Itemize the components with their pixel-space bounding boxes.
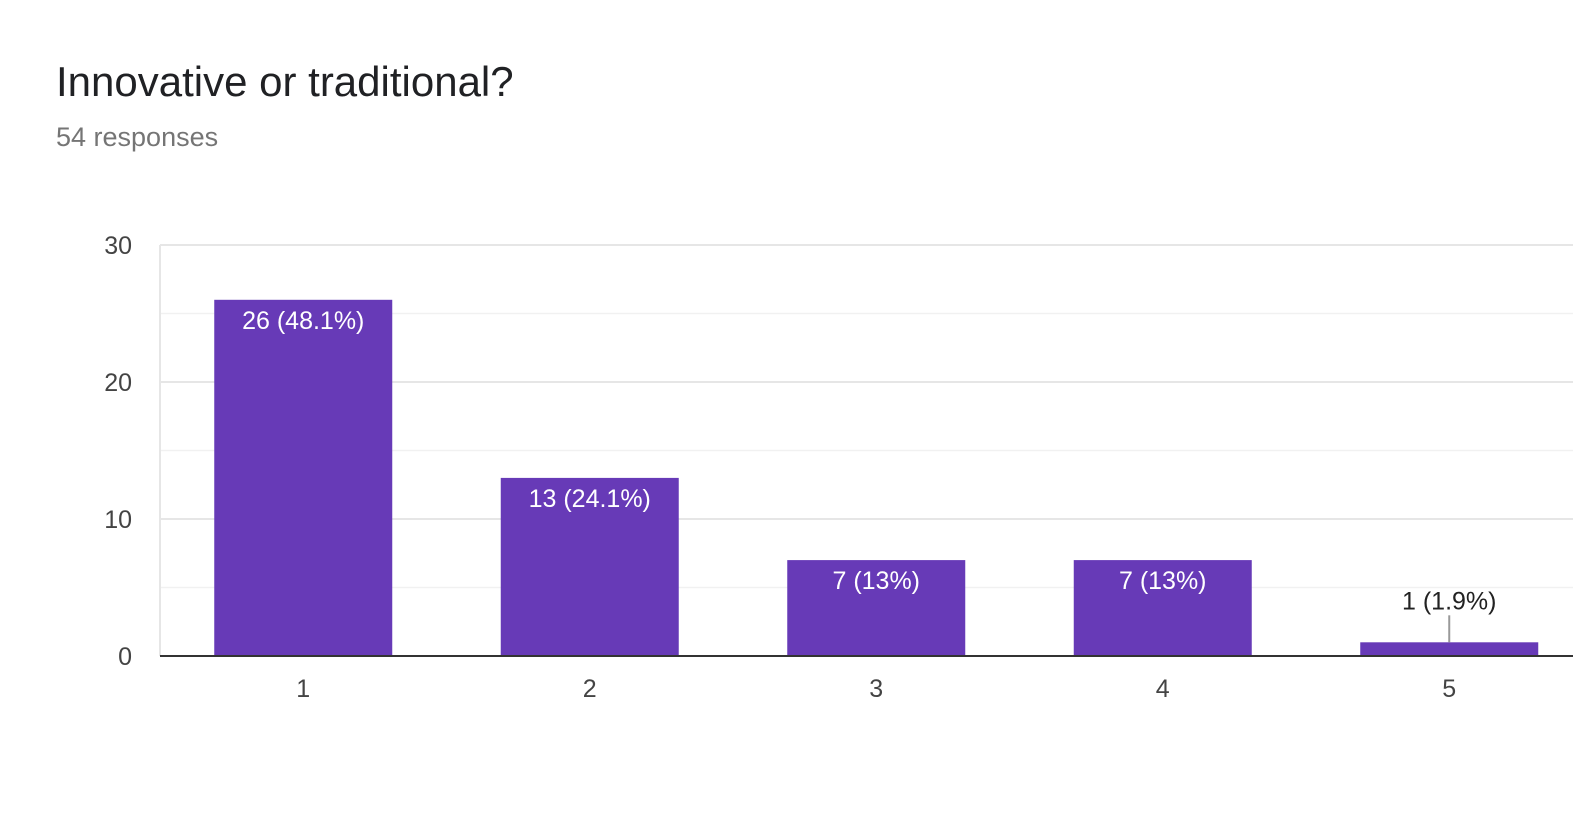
x-tick-label: 4 [1156, 675, 1170, 703]
data-label: 7 (13%) [832, 567, 920, 595]
x-tick-label: 5 [1442, 675, 1456, 703]
x-tick-label: 3 [869, 675, 883, 703]
bar [787, 560, 966, 656]
page-title: Innovative or traditional? [56, 58, 514, 105]
response-count: 54 responses [56, 122, 219, 152]
data-label: 7 (13%) [1119, 567, 1207, 595]
bar [1360, 642, 1539, 656]
bar [214, 299, 393, 656]
bar [500, 477, 679, 656]
x-tick-label: 2 [583, 675, 597, 703]
y-tick-label: 30 [104, 232, 132, 260]
data-label: 1 (1.9%) [1402, 587, 1496, 615]
x-tick-label: 1 [296, 675, 310, 703]
data-label: 26 (48.1%) [242, 307, 364, 335]
y-tick-label: 0 [118, 643, 132, 671]
bar [1073, 560, 1252, 656]
y-tick-label: 20 [104, 369, 132, 397]
data-label: 13 (24.1%) [529, 485, 651, 513]
y-tick-label: 10 [104, 506, 132, 534]
